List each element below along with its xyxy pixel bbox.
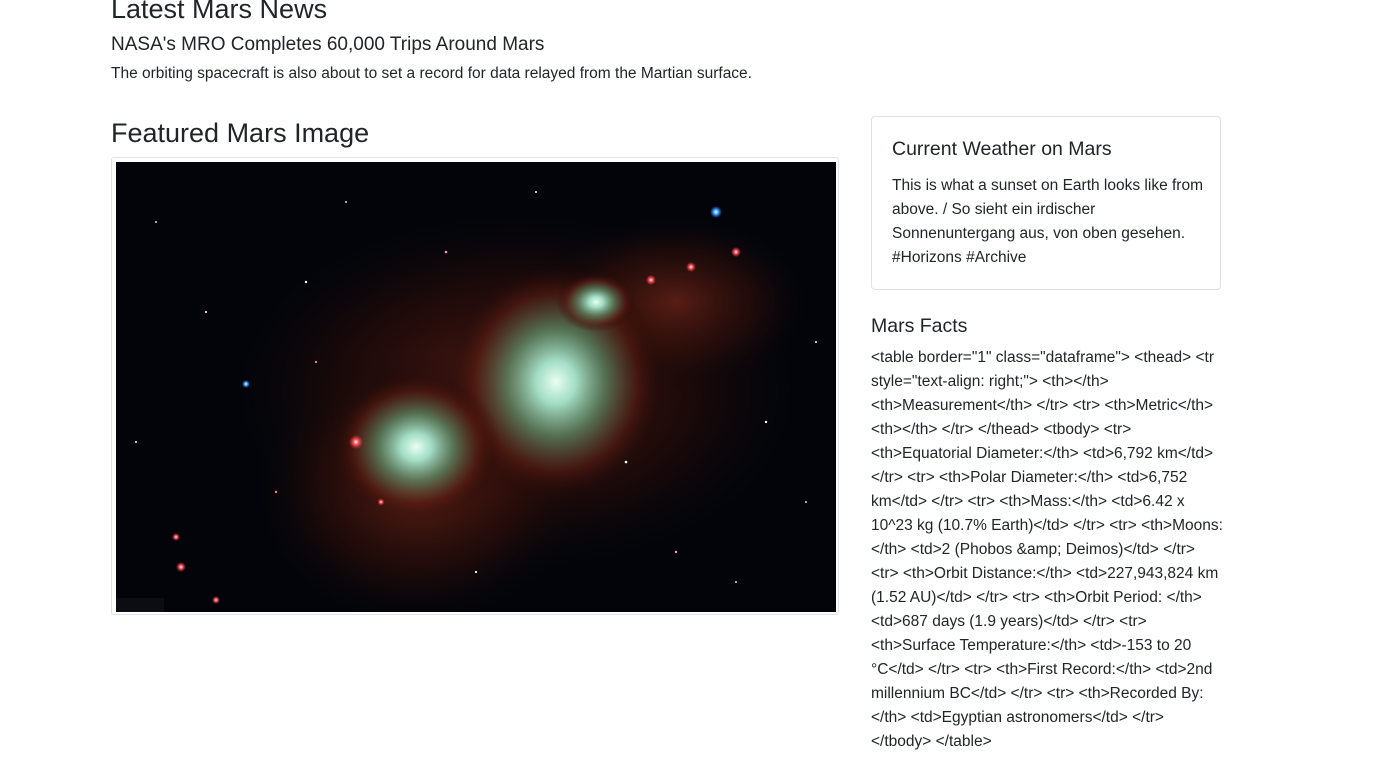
- weather-title: Current Weather on Mars: [892, 138, 1112, 160]
- weather-text: This is what a sunset on Earth looks lik…: [892, 177, 1203, 266]
- news-title: NASA's MRO Completes 60,000 Trips Around…: [111, 34, 545, 55]
- news-teaser: The orbiting spacecraft is also about to…: [111, 65, 752, 82]
- mars-facts-html-text: <table border="1" class="dataframe"> <th…: [871, 349, 1223, 750]
- news-heading: Latest Mars News: [111, 0, 328, 24]
- featured-image-heading: Featured Mars Image: [111, 118, 370, 148]
- mars-facts-heading: Mars Facts: [871, 315, 968, 337]
- featured-mars-image: [116, 162, 836, 612]
- featured-image-frame: [111, 157, 839, 615]
- weather-card: Current Weather on Mars This is what a s…: [871, 116, 1221, 290]
